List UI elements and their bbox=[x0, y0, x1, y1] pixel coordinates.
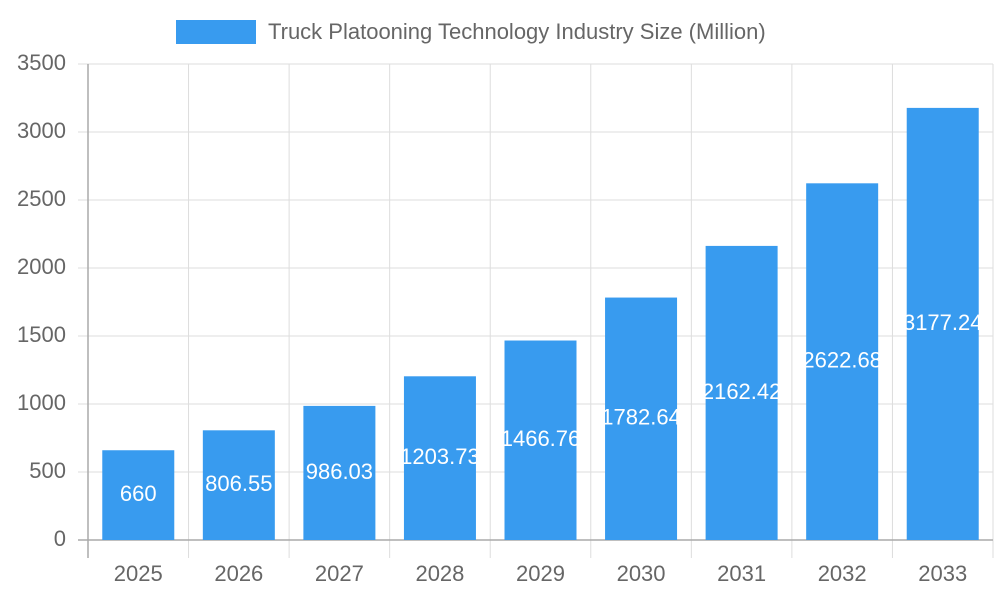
x-tick-label: 2029 bbox=[516, 561, 565, 586]
x-tick-label: 2032 bbox=[818, 561, 867, 586]
x-tick-label: 2033 bbox=[918, 561, 967, 586]
value-label: 986.03 bbox=[306, 459, 373, 484]
value-label: 1782.64 bbox=[601, 405, 681, 430]
x-tick-label: 2031 bbox=[717, 561, 766, 586]
bar bbox=[906, 107, 979, 541]
bar bbox=[102, 450, 175, 540]
x-tick-label: 2026 bbox=[214, 561, 263, 586]
bar bbox=[303, 405, 376, 540]
value-label: 1466.76 bbox=[501, 426, 581, 451]
legend-swatch bbox=[176, 20, 256, 44]
value-label: 2162.42 bbox=[702, 379, 782, 404]
value-label: 806.55 bbox=[205, 471, 272, 496]
bar bbox=[504, 340, 577, 540]
y-tick-label: 1500 bbox=[17, 322, 66, 347]
y-tick-label: 3500 bbox=[17, 50, 66, 75]
bar bbox=[705, 245, 778, 540]
y-tick-label: 3000 bbox=[17, 118, 66, 143]
bar bbox=[605, 297, 678, 540]
x-tick-label: 2028 bbox=[415, 561, 464, 586]
x-tick-label: 2027 bbox=[315, 561, 364, 586]
y-tick-label: 0 bbox=[54, 526, 66, 551]
value-label: 2622.68 bbox=[802, 347, 882, 372]
value-label: 660 bbox=[120, 481, 157, 506]
bar bbox=[403, 376, 476, 540]
value-label: 1203.73 bbox=[400, 444, 480, 469]
legend-label: Truck Platooning Technology Industry Siz… bbox=[268, 19, 766, 44]
y-tick-label: 2000 bbox=[17, 254, 66, 279]
bar bbox=[806, 183, 879, 540]
y-tick-label: 1000 bbox=[17, 390, 66, 415]
x-tick-label: 2030 bbox=[617, 561, 666, 586]
bar bbox=[202, 430, 275, 540]
y-tick-label: 2500 bbox=[17, 186, 66, 211]
x-tick-label: 2025 bbox=[114, 561, 163, 586]
y-tick-label: 500 bbox=[29, 458, 66, 483]
value-label: 3177.24 bbox=[903, 310, 983, 335]
